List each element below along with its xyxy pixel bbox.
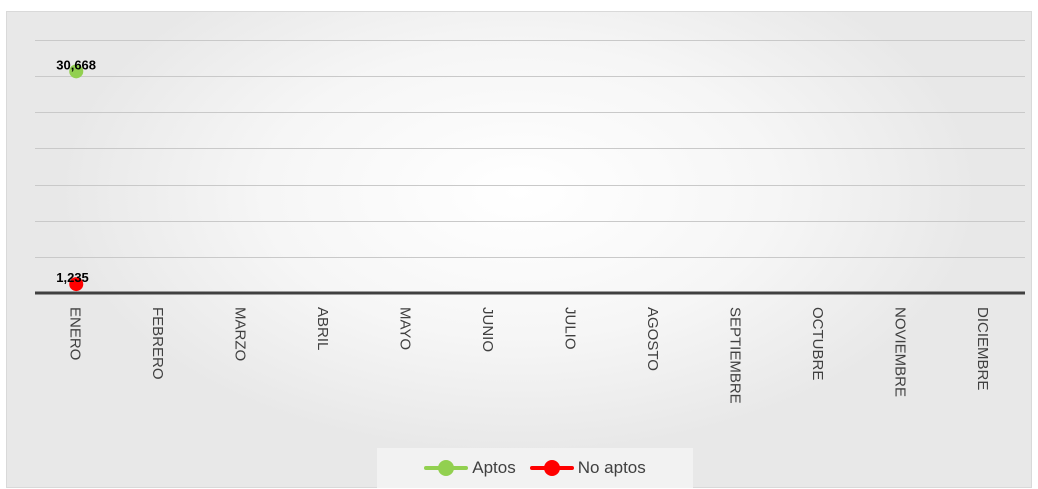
legend: Aptos No aptos <box>377 448 693 488</box>
x-tick-label: MAYO <box>396 307 413 350</box>
legend-label-aptos: Aptos <box>472 458 516 477</box>
data-markers <box>69 64 84 292</box>
x-tick-label: AGOSTO <box>644 307 661 371</box>
data-label-no-aptos: 1,235 <box>56 270 89 285</box>
legend-label-no-aptos: No aptos <box>577 458 646 477</box>
x-tick-label: MARZO <box>231 307 248 361</box>
x-tick-label: JUNIO <box>479 307 496 352</box>
data-point-aptos <box>69 64 84 79</box>
legend-marker-aptos <box>438 460 455 476</box>
x-tick-label: FEBRERO <box>149 307 166 380</box>
legend-item-no-aptos: No aptos <box>529 458 646 478</box>
x-tick-labels: ENERO FEBRERO MARZO ABRIL MAYO JUNIO JULIO AGOS… <box>66 307 991 404</box>
line-chart: ENERO FEBRERO MARZO ABRIL MAYO JUNIO JULIO AGOS… <box>35 40 1025 404</box>
legend-swatch-no-aptos <box>529 460 574 476</box>
legend-swatch-aptos <box>424 460 469 476</box>
x-tick-label: DICIEMBRE <box>974 307 991 390</box>
chart-area: ENERO FEBRERO MARZO ABRIL MAYO JUNIO JULIO AGOS… <box>6 11 1032 488</box>
x-tick-label: ABRIL <box>314 307 331 350</box>
legend-item-aptos: Aptos <box>424 458 516 478</box>
gridlines <box>35 40 1025 258</box>
data-point-no-aptos <box>69 277 84 292</box>
x-tick-label: JULIO <box>561 307 578 350</box>
data-labels: 30,668 1,235 <box>56 57 96 285</box>
x-tick-label: ENERO <box>66 307 83 360</box>
x-tick-label: OCTUBRE <box>809 307 826 380</box>
legend-marker-no-aptos <box>543 460 560 476</box>
x-tick-label: SEPTIEMBRE <box>726 307 743 404</box>
x-tick-label: NOVIEMBRE <box>891 307 908 397</box>
data-label-aptos: 30,668 <box>56 57 96 72</box>
